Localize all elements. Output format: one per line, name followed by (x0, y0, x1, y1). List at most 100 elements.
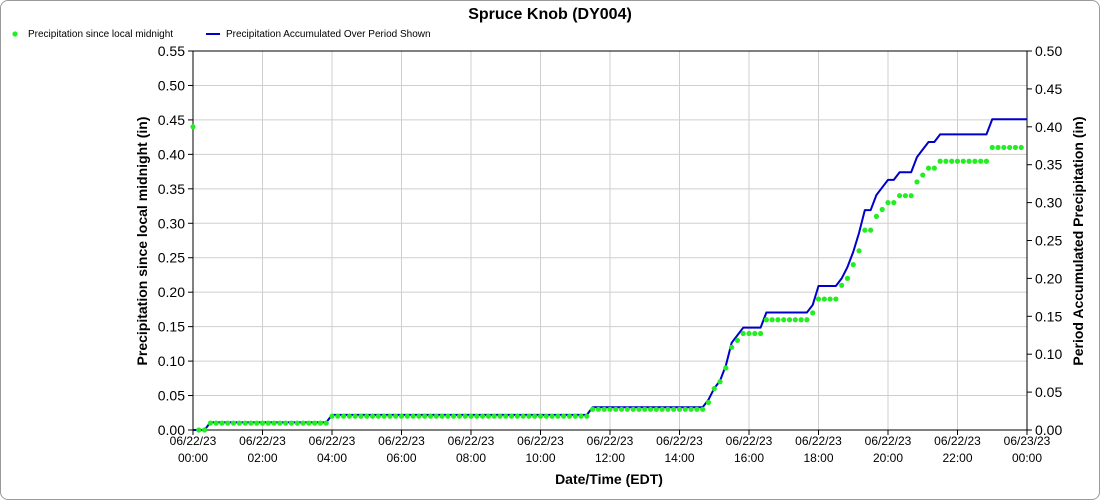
legend-dot-swatch (12, 31, 18, 37)
precip-since-midnight-point (723, 365, 729, 371)
precip-since-midnight-point (850, 262, 856, 268)
precip-since-midnight-point (352, 413, 358, 419)
precip-since-midnight-point (300, 420, 306, 426)
precip-since-midnight-point (763, 317, 769, 323)
precip-since-midnight-point (225, 420, 231, 426)
precip-since-midnight-point (896, 193, 903, 199)
precip-since-midnight-point (642, 406, 648, 412)
precip-since-midnight-point (746, 330, 752, 337)
precip-since-midnight-point (711, 386, 717, 392)
precip-since-midnight-point (306, 420, 312, 426)
precip-since-midnight-point (694, 406, 700, 412)
precip-since-midnight-point (960, 158, 966, 164)
y-tick-label-left: 0.00 (158, 422, 185, 438)
y-tick-label-right: 0.50 (1035, 43, 1062, 59)
precip-since-midnight-point (572, 413, 578, 419)
precip-since-midnight-point (885, 200, 891, 206)
x-tick-label-date: 06/22/23 (934, 434, 981, 448)
x-tick-label-time: 02:00 (247, 451, 277, 465)
y-tick-label-left: 0.15 (158, 319, 185, 335)
y-tick-label-right: 0.10 (1035, 346, 1062, 362)
precip-since-midnight-point (451, 413, 457, 419)
y-tick-label-right: 0.45 (1035, 81, 1062, 97)
y-tick-label-left: 0.45 (158, 112, 185, 128)
x-tick-label-date: 06/22/23 (170, 434, 217, 448)
legend: Precipitation since local midnight Preci… (12, 29, 431, 40)
x-tick-label-date: 06/23/23 (1004, 434, 1051, 448)
precip-since-midnight-point (323, 420, 329, 426)
y-tick-label-right: 0.15 (1035, 308, 1062, 324)
y-tick-label-left: 0.25 (158, 250, 185, 266)
precip-since-midnight-point (821, 296, 827, 302)
precip-since-midnight-point (433, 413, 439, 419)
precip-since-midnight-point (288, 420, 295, 426)
x-tick-label-date: 06/22/23 (309, 434, 356, 448)
x-axis-label: Date/Time (EDT) (555, 471, 663, 487)
y-tick-label-left: 0.05 (158, 388, 185, 404)
precip-since-midnight-point (781, 317, 787, 323)
precip-since-midnight-point (578, 413, 584, 419)
x-tick-label-time: 08:00 (456, 451, 486, 465)
precip-since-midnight-point (445, 413, 451, 419)
precip-since-midnight-point (752, 330, 758, 337)
precip-since-midnight-point (427, 413, 434, 419)
precip-since-midnight-point (526, 413, 532, 419)
precip-since-midnight-point (485, 413, 491, 419)
precip-since-midnight-point (769, 317, 775, 323)
precip-since-midnight-point (804, 317, 810, 323)
x-tick-label-date: 06/22/23 (726, 434, 773, 448)
precip-since-midnight-point (937, 158, 943, 164)
precip-since-midnight-point (259, 420, 266, 426)
precip-since-midnight-point (757, 330, 764, 337)
precip-since-midnight-point (236, 420, 242, 426)
x-tick-label-date: 06/22/23 (448, 434, 495, 448)
precip-since-midnight-point (277, 420, 283, 426)
y-tick-label-right: 0.20 (1035, 270, 1062, 286)
series-since-midnight-dots (190, 124, 1024, 433)
precip-since-midnight-point (439, 413, 445, 419)
precip-since-midnight-point (1012, 144, 1019, 151)
precip-since-midnight-point (1007, 144, 1013, 151)
precip-since-midnight-point (474, 413, 480, 419)
x-tick-label-time: 20:00 (873, 451, 903, 465)
x-tick-label-date: 06/22/23 (587, 434, 634, 448)
precip-since-midnight-point (514, 413, 520, 419)
precip-since-midnight-point (943, 158, 949, 164)
precip-since-midnight-point (196, 427, 202, 433)
precip-since-midnight-point (798, 317, 804, 323)
y-tick-label-left: 0.50 (158, 77, 185, 93)
precip-since-midnight-point (381, 413, 387, 419)
precip-since-midnight-point (549, 413, 555, 419)
precip-since-midnight-point (665, 406, 671, 412)
precip-since-midnight-point (810, 310, 816, 316)
precip-since-midnight-point (844, 275, 851, 281)
y-tick-label-left: 0.20 (158, 284, 185, 300)
precip-since-midnight-point (618, 406, 625, 412)
x-tick-label-date: 06/22/23 (656, 434, 703, 448)
precip-since-midnight-point (543, 413, 549, 419)
precip-since-midnight-point (1018, 144, 1024, 151)
precip-since-midnight-point (207, 420, 213, 426)
precip-since-midnight-point (479, 413, 486, 419)
precip-since-midnight-point (219, 420, 225, 426)
precip-since-midnight-point (925, 165, 932, 171)
precip-since-midnight-point (416, 413, 422, 419)
precip-since-midnight-point (340, 413, 347, 419)
precip-since-midnight-point (902, 193, 908, 199)
precip-since-midnight-point (978, 158, 984, 164)
grid (192, 50, 1028, 431)
precip-since-midnight-point (827, 296, 833, 302)
precip-since-midnight-point (815, 296, 822, 302)
precip-since-midnight-point (393, 413, 399, 419)
chart-title: Spruce Knob (DY004) (468, 6, 632, 23)
precip-since-midnight-point (201, 427, 208, 433)
precip-since-midnight-point (456, 413, 463, 419)
precip-since-midnight-point (624, 406, 630, 412)
x-tick-label-date: 06/22/23 (239, 434, 286, 448)
precip-since-midnight-point (364, 413, 370, 419)
precip-since-midnight-point (590, 406, 596, 412)
precip-since-midnight-point (375, 413, 381, 419)
precip-since-midnight-point (833, 296, 839, 302)
x-tick-label-time: 12:00 (595, 451, 625, 465)
